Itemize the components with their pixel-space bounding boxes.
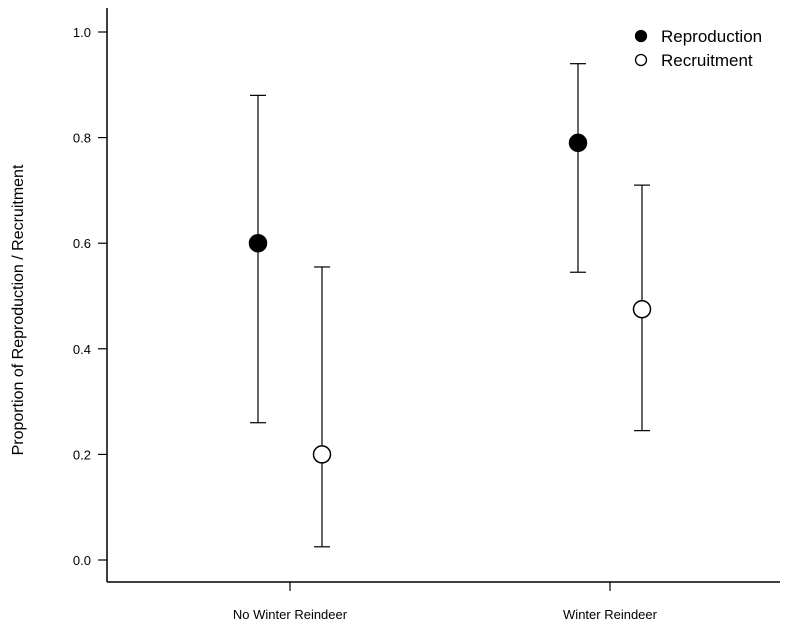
y-ticks: 0.0 0.2 0.4 0.6 0.8 1.0 xyxy=(73,25,107,568)
data-marks xyxy=(248,63,652,548)
y-tick-label: 0.2 xyxy=(73,447,91,462)
recruitment-point xyxy=(632,299,652,319)
legend-recruitment-marker xyxy=(634,53,648,67)
x-tick-label: No Winter Reindeer xyxy=(233,607,348,622)
y-tick-label: 0.8 xyxy=(73,131,91,146)
x-ticks: No Winter Reindeer Winter Reindeer xyxy=(233,582,658,622)
legend-reproduction-marker xyxy=(634,29,648,43)
axes xyxy=(106,8,780,583)
x-tick-label: Winter Reindeer xyxy=(563,607,658,622)
y-tick-label: 0.4 xyxy=(73,342,91,357)
y-tick-label: 0.0 xyxy=(73,553,91,568)
legend-reproduction-label: Reproduction xyxy=(661,27,762,46)
reproduction-point xyxy=(568,133,588,153)
y-tick-label: 1.0 xyxy=(73,25,91,40)
legend: Reproduction Recruitment xyxy=(634,27,762,70)
legend-recruitment-label: Recruitment xyxy=(661,51,753,70)
y-tick-label: 0.6 xyxy=(73,236,91,251)
reproduction-point xyxy=(248,233,268,253)
recruitment-point xyxy=(312,445,332,464)
y-axis-title: Proportion of Reproduction / Recruitment xyxy=(10,164,27,455)
